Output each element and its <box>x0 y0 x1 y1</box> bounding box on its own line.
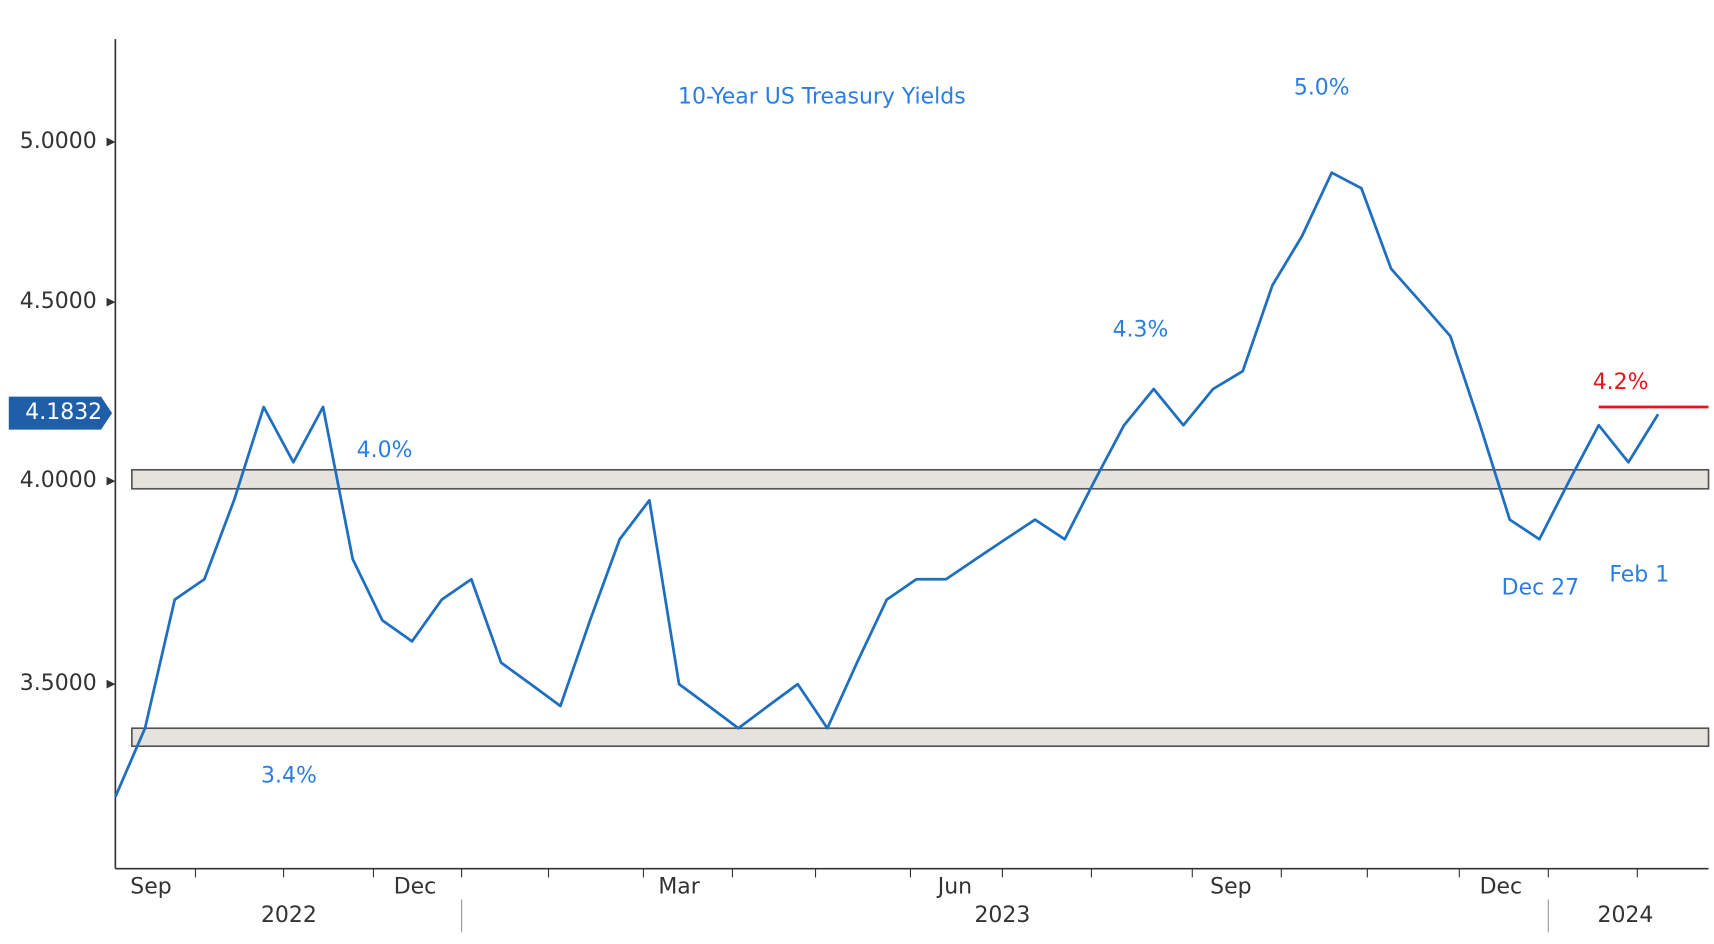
y-tick <box>106 476 116 486</box>
y-tick <box>106 137 116 147</box>
annotation: 5.0% <box>1294 76 1350 101</box>
annotation: Feb 1 <box>1609 562 1669 587</box>
year-label: 2023 <box>974 903 1030 928</box>
last-value-label: 4.1832 <box>25 400 102 425</box>
support-band <box>131 468 1710 490</box>
x-tick-label: Sep <box>130 874 171 899</box>
x-tick-label: Dec <box>394 874 437 899</box>
x-tick-label: Mar <box>658 874 700 899</box>
y-tick-label: 5.0000 <box>20 129 97 154</box>
chart-title: 10-Year US Treasury Yields <box>678 84 966 109</box>
year-label: 2024 <box>1597 903 1653 928</box>
y-tick-label: 3.5000 <box>20 671 97 696</box>
y-tick-label: 4.5000 <box>20 289 97 314</box>
annotation: Dec 27 <box>1502 575 1579 600</box>
y-tick <box>106 679 116 689</box>
x-tick-label: Jun <box>936 874 972 899</box>
x-tick-label: Dec <box>1480 874 1523 899</box>
annotation: 4.2% <box>1593 370 1649 395</box>
y-tick <box>106 297 116 307</box>
yield-line <box>114 171 1660 798</box>
x-tick-label: Sep <box>1210 874 1251 899</box>
year-label: 2022 <box>261 903 317 928</box>
support-band <box>131 727 1710 748</box>
annotation: 4.0% <box>357 438 413 463</box>
last-value-tag <box>8 396 113 430</box>
y-tick-label: 4.0000 <box>20 468 97 493</box>
annotation: 4.3% <box>1113 317 1169 342</box>
annotation: 3.4% <box>261 763 317 788</box>
